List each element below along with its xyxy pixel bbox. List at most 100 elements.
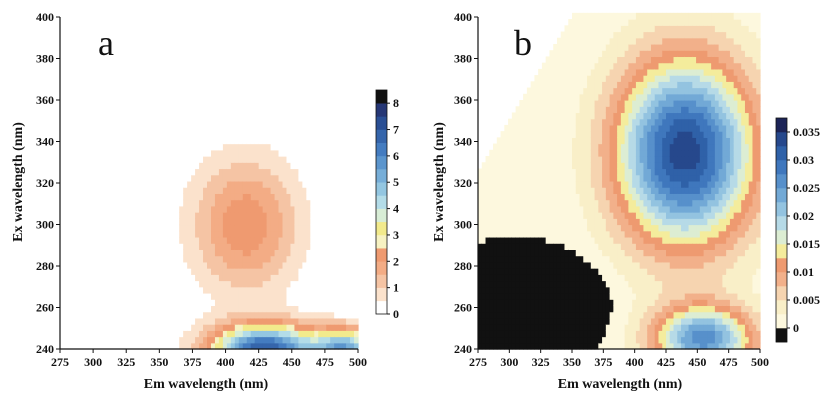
contour-cell — [250, 268, 256, 275]
contour-cell — [526, 324, 532, 331]
contour-cell — [282, 212, 288, 219]
contour-cell — [151, 93, 156, 101]
contour-cell — [294, 330, 299, 338]
contour-cell — [262, 174, 268, 182]
contour-cell — [322, 50, 327, 58]
contour-cell — [306, 118, 311, 126]
contour-cell — [71, 149, 77, 157]
contour-cell — [549, 280, 554, 288]
contour-cell — [254, 224, 260, 232]
contour-cell — [151, 106, 156, 114]
contour-cell — [83, 261, 89, 269]
contour-cell — [294, 205, 299, 213]
contour-cell — [218, 56, 224, 64]
contour-cell — [314, 280, 319, 288]
contour-cell — [302, 25, 307, 33]
contour-cell — [290, 187, 296, 194]
contour-cell — [254, 274, 260, 282]
contour-cell — [294, 305, 299, 313]
contour-cell — [334, 336, 339, 344]
contour-cell — [183, 43, 188, 51]
contour-cell — [334, 50, 339, 58]
contour-cell — [147, 336, 152, 344]
contour-cell — [302, 162, 307, 170]
contour-cell — [338, 218, 343, 226]
contour-cell — [481, 330, 487, 338]
contour-cell — [519, 118, 524, 126]
contour-cell — [538, 124, 543, 132]
contour-cell — [199, 12, 204, 20]
contour-cell — [95, 174, 101, 182]
contour-cell — [282, 274, 288, 282]
contour-cell — [171, 280, 176, 288]
contour-cell — [310, 168, 315, 176]
contour-cell — [322, 299, 327, 307]
contour-cell — [278, 243, 284, 250]
contour-cell — [183, 324, 188, 331]
contour-cell — [207, 12, 212, 20]
contour-cell — [83, 324, 89, 331]
contour-cell — [493, 218, 498, 226]
contour-cell — [274, 268, 280, 275]
contour-cell — [107, 106, 113, 114]
contour-cell — [519, 311, 524, 319]
contour-cell — [139, 62, 145, 70]
contour-cell — [155, 25, 160, 33]
contour-cell — [298, 174, 303, 182]
contour-cell — [234, 118, 240, 126]
colorbar-swatch — [376, 274, 387, 288]
contour-cell — [234, 156, 240, 163]
contour-cell — [545, 193, 551, 201]
contour-cell — [107, 230, 113, 238]
contour-cell — [123, 292, 129, 300]
contour-cell — [218, 62, 224, 70]
contour-cell — [342, 168, 347, 176]
contour-cell — [262, 112, 268, 120]
contour-cell — [508, 205, 513, 213]
contour-cell — [187, 174, 192, 182]
contour-cell — [123, 324, 129, 331]
contour-cell — [306, 68, 311, 76]
contour-cell — [147, 236, 152, 244]
contour-cell — [131, 199, 137, 207]
contour-cell — [314, 330, 319, 338]
contour-cell — [278, 87, 284, 95]
contour-cell — [330, 299, 335, 307]
contour-cell — [545, 68, 551, 76]
contour-cell — [262, 212, 268, 219]
contour-cell — [294, 199, 299, 207]
contour-cell — [163, 336, 168, 344]
contour-cell — [481, 274, 487, 282]
contour-cell — [549, 112, 554, 120]
contour-cell — [575, 143, 581, 151]
contour-cell — [556, 100, 562, 107]
contour-cell — [111, 168, 117, 176]
contour-cell — [107, 261, 113, 269]
contour-cell — [238, 330, 244, 338]
contour-cell — [294, 118, 299, 126]
contour-cell — [71, 342, 77, 350]
contour-cell — [568, 249, 573, 257]
contour-cell — [79, 305, 85, 313]
contour-cell — [167, 299, 172, 307]
contour-cell — [314, 162, 319, 170]
contour-cell — [75, 187, 81, 194]
contour-cell — [346, 280, 351, 288]
contour-cell — [135, 81, 141, 89]
contour-cell — [338, 162, 343, 170]
contour-cell — [306, 274, 311, 282]
contour-cell — [115, 87, 121, 95]
contour-cell — [306, 230, 311, 238]
contour-cell — [79, 255, 85, 263]
contour-cell — [91, 149, 97, 157]
contour-cell — [346, 274, 351, 282]
contour-cell — [238, 156, 244, 163]
contour-cell — [187, 31, 192, 39]
contour-cell — [354, 212, 359, 219]
contour-cell — [322, 137, 327, 145]
contour-cell — [302, 37, 307, 45]
contour-cell — [478, 205, 483, 213]
contour-cell — [572, 118, 577, 126]
contour-cell — [568, 268, 573, 275]
contour-cell — [564, 81, 569, 89]
